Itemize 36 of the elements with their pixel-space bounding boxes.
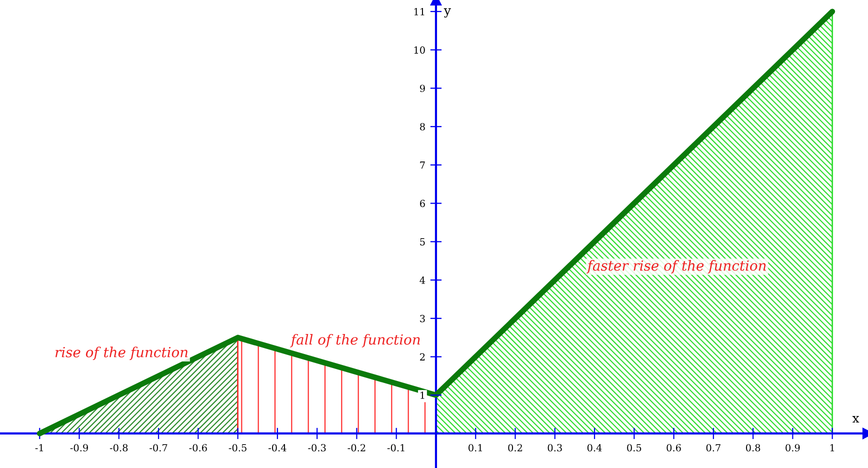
x-tick-label: -0.6: [189, 444, 207, 452]
x-tick-label: 0.4: [587, 444, 602, 452]
x-tick-label: 0.5: [627, 444, 642, 452]
y-axis-title: y: [444, 8, 451, 18]
y-tick-label: 2: [420, 353, 425, 360]
x-tick-label: 0.1: [468, 444, 482, 452]
x-tick-label: 0.7: [706, 444, 720, 452]
x-tick-label: 0.8: [746, 444, 760, 452]
x-tick-label: 0.9: [786, 444, 800, 452]
y-tick-label: 10: [414, 46, 425, 54]
annotation: faster rise of the function: [586, 260, 766, 274]
x-tick-label: 0.6: [666, 444, 681, 452]
x-tick-label: -0.9: [70, 444, 88, 452]
x-tick-label: -0.7: [150, 444, 168, 452]
x-tick-label: -1: [35, 444, 43, 452]
y-tick-label: 4: [420, 276, 426, 284]
x-axis-title: x: [852, 416, 860, 423]
y-tick-label: 7: [420, 162, 425, 169]
y-tick-label: 5: [420, 238, 425, 246]
y-tick-label: 1: [420, 392, 424, 399]
x-tick-label: -0.4: [268, 444, 286, 452]
x-tick-label: -0.8: [110, 444, 128, 452]
annotation: rise of the function: [55, 346, 188, 360]
y-tick-label: 9: [420, 84, 425, 92]
annotation: fall of the function: [290, 334, 420, 348]
x-tick-label: -0.5: [228, 444, 246, 452]
x-tick-label: -0.3: [308, 444, 326, 452]
y-tick-label: 8: [420, 123, 425, 130]
y-tick-label: 6: [420, 200, 425, 208]
x-tick-label: -0.2: [348, 444, 366, 452]
x-tick-label: 0.3: [548, 444, 562, 452]
x-tick-label: -0.1: [387, 444, 404, 452]
y-tick-label: 3: [420, 314, 425, 322]
x-tick-label: 0.2: [508, 444, 522, 452]
y-tick-label: 11: [414, 8, 424, 16]
x-tick-label: 1: [830, 444, 834, 452]
